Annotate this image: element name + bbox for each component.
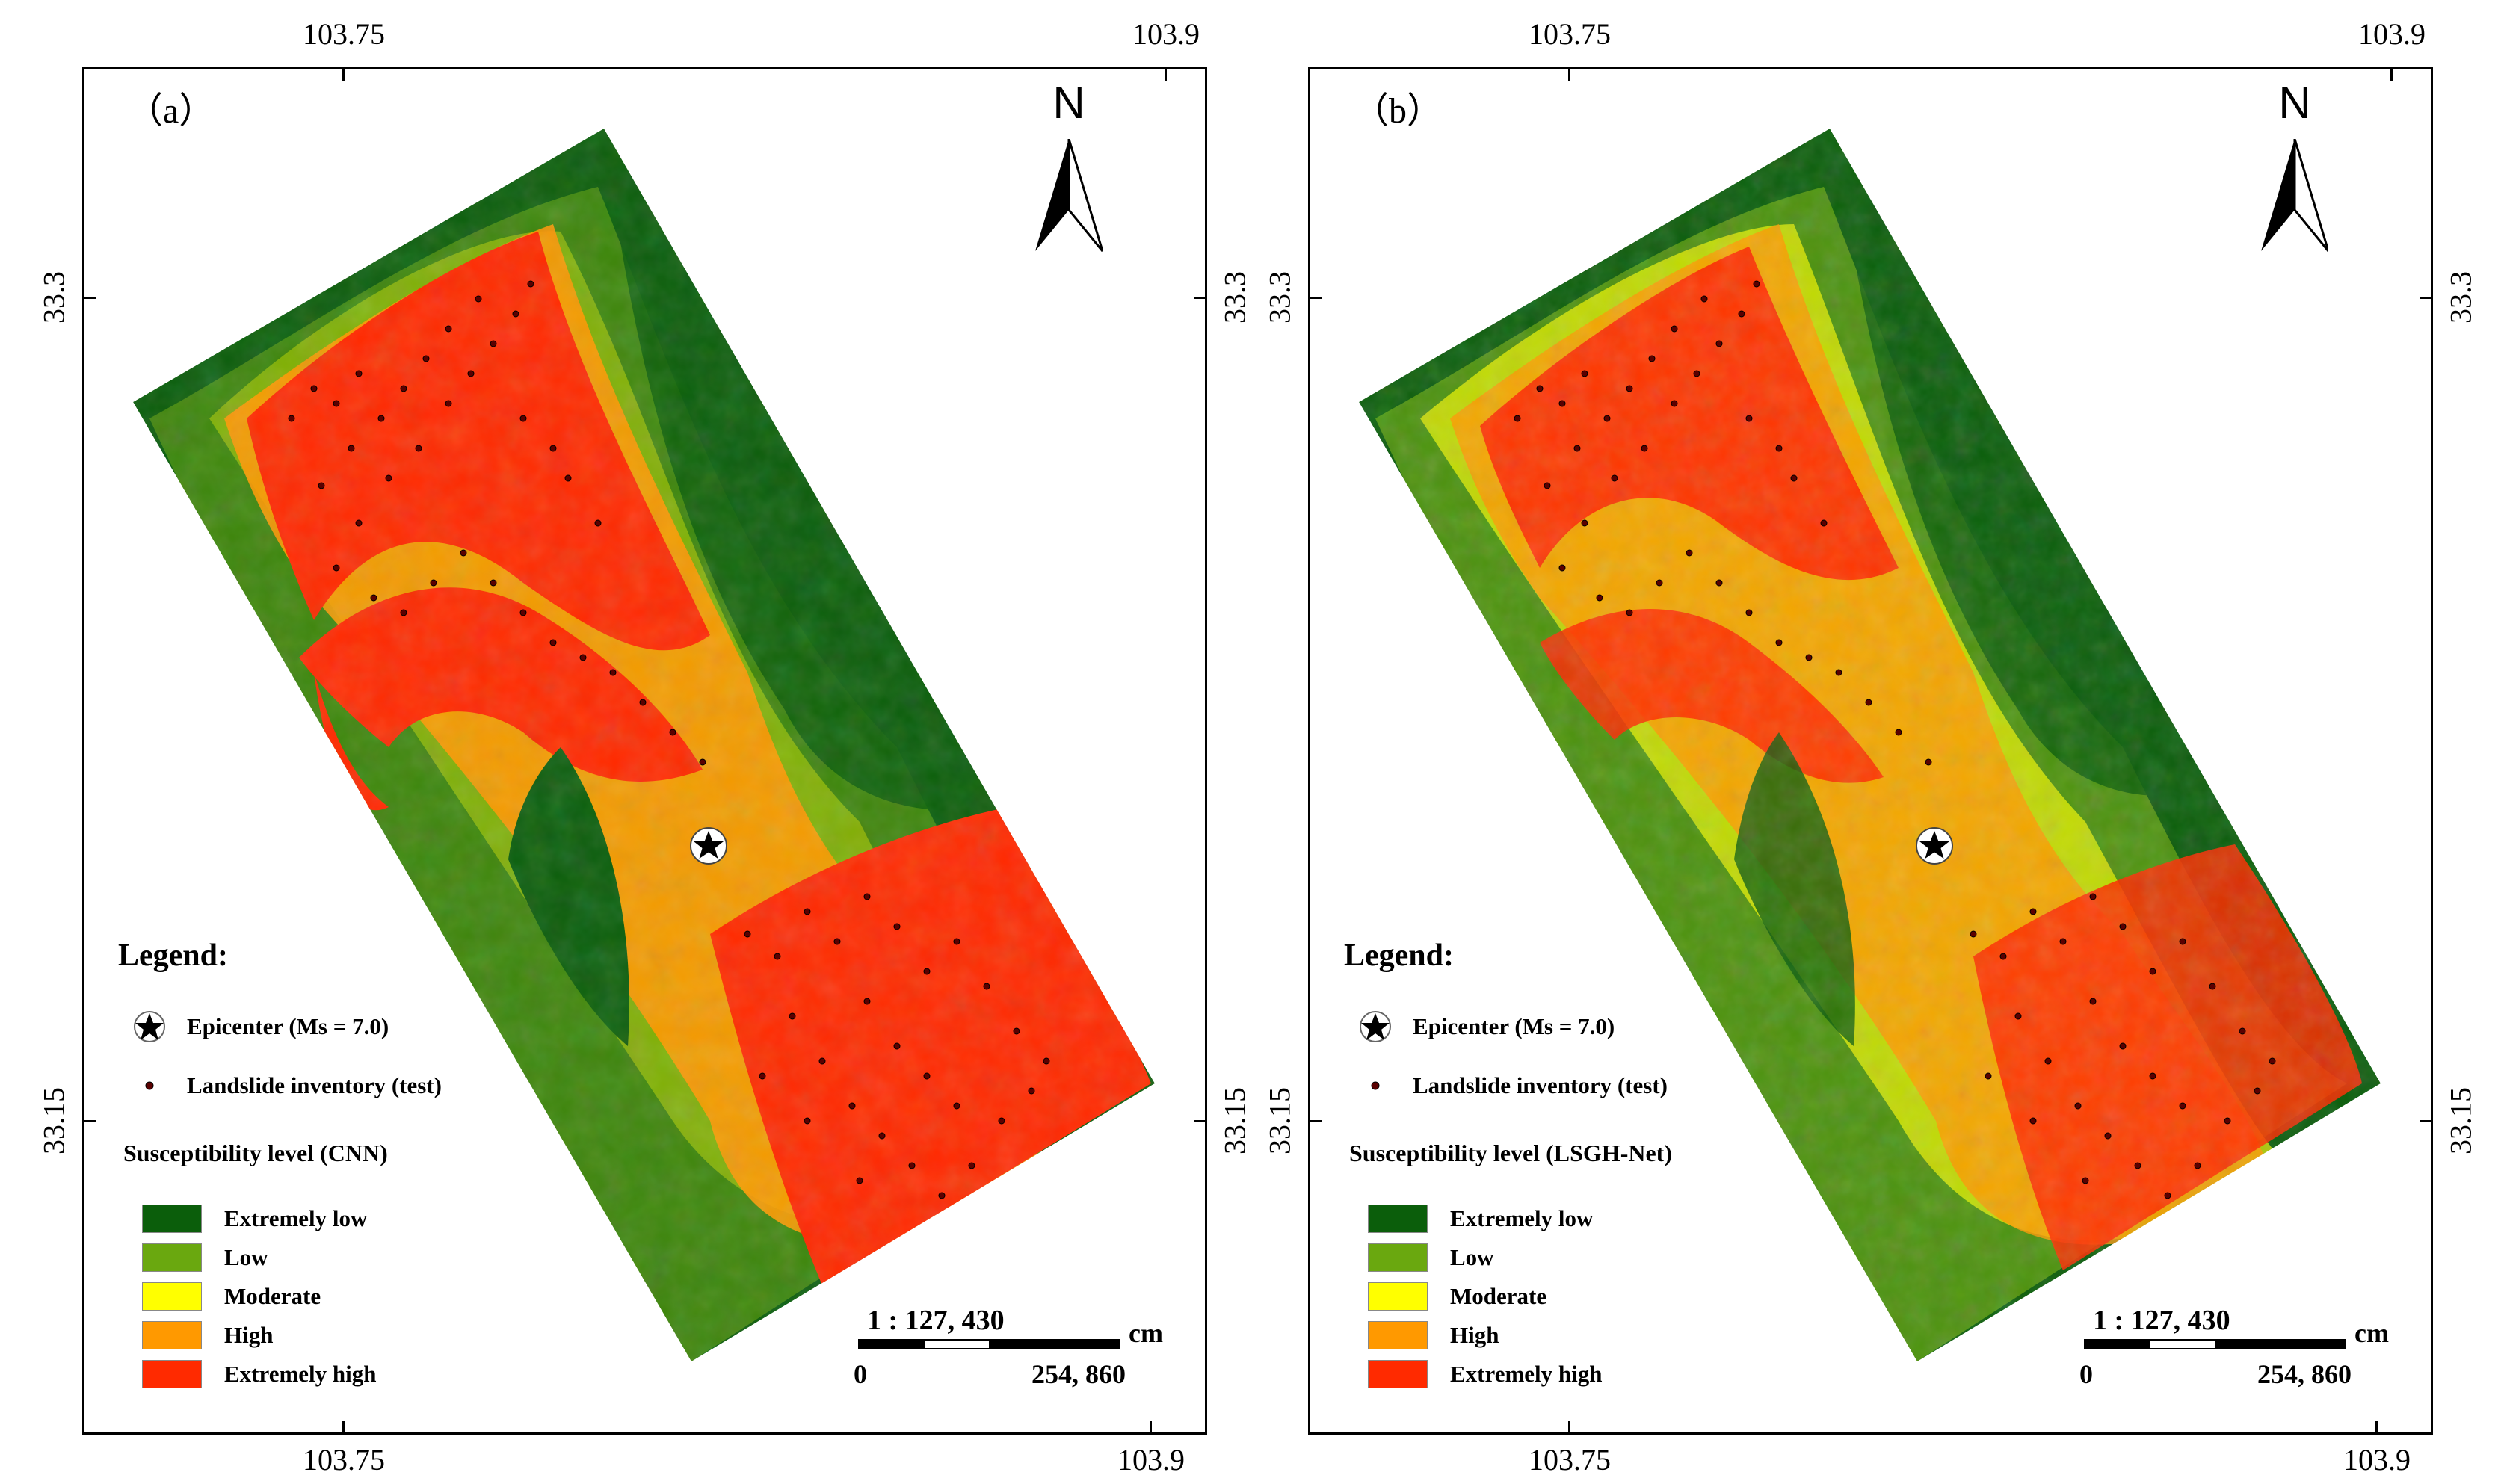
legend-landslides: Landslide inventory (test)	[127, 1072, 442, 1099]
star-icon	[127, 1010, 172, 1043]
scale-end: 254, 860	[2257, 1359, 2352, 1389]
scale-ratio: 1 : 127, 430	[2093, 1305, 2230, 1336]
bottom-tick-label: 103.75	[1529, 1443, 1611, 1477]
bottom-tick-label: 103.75	[303, 1443, 385, 1477]
top-tick-label: 103.75	[1529, 17, 1611, 51]
class-label: High	[1450, 1322, 1499, 1348]
scale-end: 254, 860	[1031, 1359, 1126, 1389]
legend-class-low: Low	[1368, 1243, 1494, 1272]
scale-bar	[2084, 1339, 2346, 1349]
legend-title: Legend:	[1344, 939, 1454, 973]
legend-epicenter-label: Epicenter (Ms = 7.0)	[187, 1013, 389, 1039]
scale-ratio: 1 : 127, 430	[867, 1305, 1005, 1336]
legend-class-extremely-low: Extremely low	[1368, 1205, 1593, 1233]
swatch	[1368, 1360, 1428, 1388]
swatch	[142, 1282, 202, 1311]
scale-unit: cm	[1129, 1318, 1163, 1348]
class-label: Low	[1450, 1244, 1494, 1270]
tick-mark	[342, 1421, 345, 1435]
class-label: High	[224, 1322, 274, 1348]
legend-class-moderate: Moderate	[142, 1282, 321, 1311]
class-label: Moderate	[1450, 1283, 1547, 1309]
legend-title: Legend:	[118, 939, 228, 973]
panel-label: （b）	[1353, 91, 1443, 131]
class-label: Extremely high	[1450, 1361, 1603, 1387]
tick-mark	[1308, 297, 1322, 299]
legend-landslides-label: Landslide inventory (test)	[187, 1072, 442, 1098]
north-arrow-icon	[2261, 139, 2328, 252]
right-tick-label: 33.3	[2443, 271, 2478, 324]
class-label: Extremely low	[1450, 1205, 1594, 1231]
tick-mark	[1568, 67, 1570, 81]
legend-landslides-label: Landslide inventory (test)	[1413, 1072, 1668, 1098]
legend-epicenter: Epicenter (Ms = 7.0)	[127, 1010, 389, 1043]
class-label: Extremely low	[224, 1205, 368, 1231]
landslide-points	[288, 280, 1050, 1199]
tick-mark	[1150, 1421, 1152, 1435]
tick-mark	[82, 1120, 96, 1122]
swatch	[142, 1243, 202, 1272]
tick-mark	[2375, 1421, 2378, 1435]
top-tick-label: 103.9	[1132, 17, 1200, 51]
scale-unit: cm	[2354, 1318, 2389, 1348]
swatch	[142, 1321, 202, 1349]
dot-icon	[127, 1080, 172, 1092]
top-tick-label: 103.75	[303, 17, 385, 51]
scale-start: 0	[854, 1359, 867, 1389]
north-letter: N	[2278, 78, 2311, 128]
legend-class-low: Low	[142, 1243, 268, 1272]
class-label: Extremely high	[224, 1361, 377, 1387]
epicenter-star-icon	[690, 827, 727, 865]
legend-epicenter: Epicenter (Ms = 7.0)	[1353, 1010, 1615, 1043]
right-tick-label: 33.15	[2443, 1087, 2478, 1154]
tick-mark	[2390, 67, 2393, 81]
tick-mark	[342, 67, 345, 81]
tick-mark	[1165, 67, 1167, 81]
legend-class-extremely-high: Extremely high	[142, 1360, 377, 1388]
north-arrow: N	[1028, 81, 1110, 260]
susceptibility-title: Susceptibility level (LSGH-Net)	[1349, 1140, 1672, 1166]
star-icon	[1353, 1010, 1398, 1043]
bottom-tick-label: 103.9	[1117, 1443, 1185, 1477]
legend-class-extremely-low: Extremely low	[142, 1205, 367, 1233]
legend-class-high: High	[1368, 1321, 1499, 1349]
north-letter: N	[1052, 78, 1085, 128]
tick-mark	[2420, 1120, 2433, 1122]
swatch	[1368, 1243, 1428, 1272]
scale-start: 0	[2079, 1359, 2093, 1389]
north-arrow-icon	[1035, 139, 1103, 252]
tick-mark	[82, 297, 96, 299]
legend-class-moderate: Moderate	[1368, 1282, 1546, 1311]
landslide-points	[1514, 280, 2276, 1199]
swatch	[1368, 1205, 1428, 1233]
top-tick-label: 103.9	[2358, 17, 2426, 51]
tick-mark	[1194, 1120, 1207, 1122]
bottom-tick-label: 103.9	[2343, 1443, 2411, 1477]
legend-class-extremely-high: Extremely high	[1368, 1360, 1603, 1388]
scale-bar	[858, 1339, 1120, 1349]
tick-mark	[1194, 297, 1207, 299]
epicenter-star-icon	[1916, 827, 1953, 865]
map-panel-a: 103.75 103.9 103.75 103.9 33.3 33.15 33.…	[0, 0, 1252, 1484]
swatch	[142, 1205, 202, 1233]
panel-label: （a）	[127, 91, 215, 131]
class-label: Low	[224, 1244, 268, 1270]
swatch	[1368, 1321, 1428, 1349]
dot-icon	[1353, 1080, 1398, 1092]
legend-class-high: High	[142, 1321, 273, 1349]
susceptibility-title: Susceptibility level (CNN)	[123, 1140, 388, 1166]
susceptibility-map	[1359, 129, 2381, 1361]
legend-epicenter-label: Epicenter (Ms = 7.0)	[1413, 1013, 1615, 1039]
tick-mark	[1308, 1120, 1322, 1122]
legend-landslides: Landslide inventory (test)	[1353, 1072, 1668, 1099]
swatch	[142, 1360, 202, 1388]
north-arrow: N	[2254, 81, 2336, 260]
tick-mark	[2420, 297, 2433, 299]
tick-mark	[1568, 1421, 1570, 1435]
susceptibility-map	[133, 129, 1155, 1361]
swatch	[1368, 1282, 1428, 1311]
class-label: Moderate	[224, 1283, 321, 1309]
map-panel-b: 103.75 103.9 103.75 103.9 33.3 33.15 33.…	[1226, 0, 2478, 1484]
